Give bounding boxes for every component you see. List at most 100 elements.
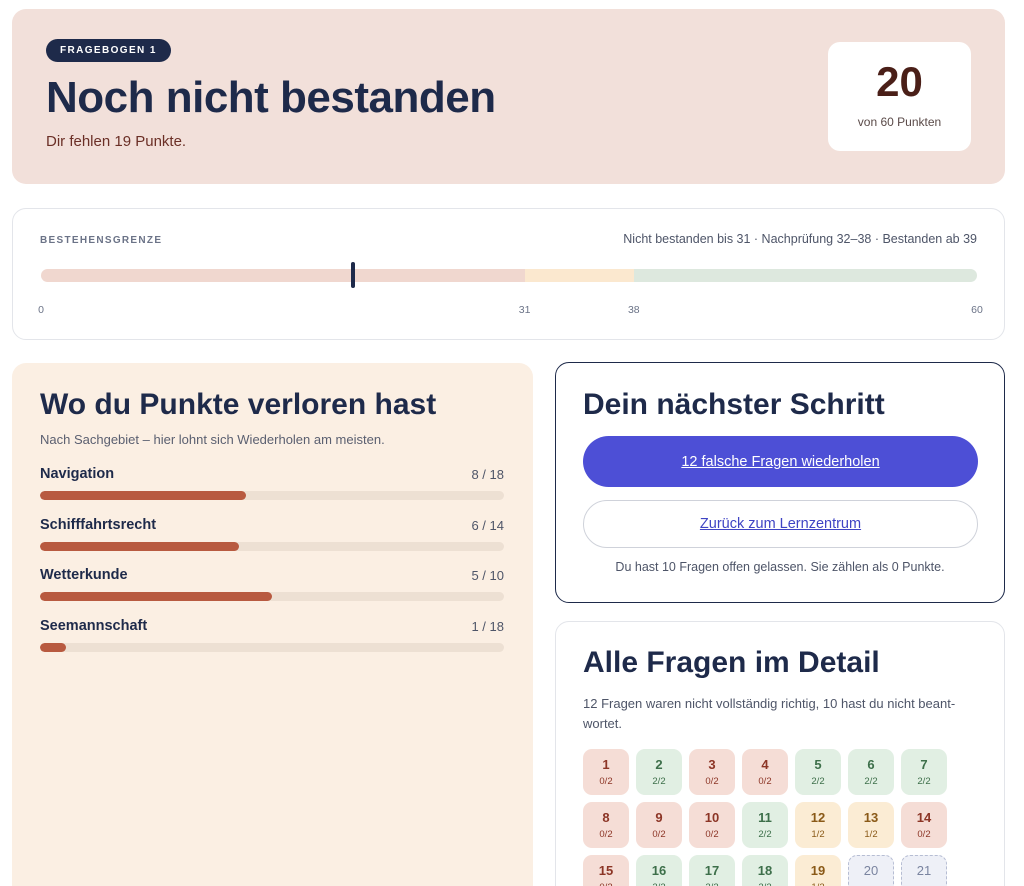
threshold-legend: Nicht bestanden bis 31 · Nachprüfung 32–…	[623, 232, 977, 246]
category-name: Wetterkunde	[40, 567, 128, 583]
question-points: 2/2	[758, 829, 772, 840]
question-number: 2	[655, 757, 663, 772]
question-number: 16	[651, 863, 667, 878]
question-points: 0/2	[599, 829, 613, 840]
category-score: 1 / 18	[471, 619, 504, 634]
threshold-bar	[41, 269, 977, 282]
question-tile[interactable]: 16 2/2	[636, 855, 682, 886]
question-tile[interactable]: 15 0/2	[583, 855, 629, 886]
score-value: 20	[876, 58, 923, 105]
question-number: 10	[704, 810, 720, 825]
question-points: 1/2	[811, 829, 825, 840]
question-detail-title: Alle Fragen im Detail	[583, 646, 880, 679]
question-number: 8	[602, 810, 610, 825]
question-number: 11	[758, 810, 772, 825]
points-lost-title: Wo du Punkte verloren hast	[40, 388, 437, 421]
category-progress-track	[40, 542, 504, 551]
question-number: 1	[602, 757, 610, 772]
question-tile[interactable]: 18 2/2	[742, 855, 788, 886]
score-marker	[351, 262, 355, 288]
question-points: 0/2	[705, 829, 719, 840]
fail-zone	[41, 269, 525, 282]
question-tile[interactable]: 13 1/2	[848, 802, 894, 848]
back-to-learning-center-button[interactable]: Zurück zum Lernzentrum	[583, 500, 978, 548]
question-tile[interactable]: 6 2/2	[848, 749, 894, 795]
question-number: 4	[761, 757, 769, 772]
question-tile[interactable]: 7 2/2	[901, 749, 947, 795]
question-points: 2/2	[689, 882, 735, 886]
score-card: 20 von 60 Punkten	[828, 42, 971, 151]
question-number: 15	[598, 863, 614, 878]
category-name: Seemannschaft	[40, 618, 148, 634]
category-row: Wetterkunde 5 / 10	[40, 567, 504, 607]
question-points: 1/2	[864, 829, 878, 840]
question-points: 0/2	[917, 829, 931, 840]
threshold-tick: 38	[627, 304, 640, 316]
question-number: 17	[704, 863, 720, 878]
question-points: 2/2	[652, 776, 666, 787]
question-number: 18	[757, 863, 773, 878]
pass-threshold-panel: BESTEHENSGRENZE Nicht bestanden bis 31 ·…	[12, 208, 1005, 340]
recheck-zone	[524, 269, 634, 282]
question-tile[interactable]: 14 0/2	[901, 802, 947, 848]
question-number: 5	[814, 757, 822, 772]
question-tile[interactable]: 11 2/2	[742, 802, 788, 848]
question-points: 0/2	[652, 829, 666, 840]
threshold-label: BESTEHENSGRENZE	[40, 235, 163, 246]
question-tile[interactable]: 19 1/2	[795, 855, 841, 886]
missing-points-text: Dir fehlen 19 Punkte.	[46, 133, 187, 150]
points-lost-panel: Wo du Punkte verloren hast Nach Sachgebi…	[12, 363, 533, 886]
question-number: 9	[655, 810, 663, 825]
question-points: 2/2	[917, 776, 931, 787]
threshold-tick: 31	[518, 304, 531, 316]
threshold-tick: 60	[971, 304, 983, 316]
question-number: 20	[863, 863, 879, 878]
repeat-wrong-questions-button[interactable]: 12 falsche Fragen wiederholen	[583, 436, 978, 487]
question-tile[interactable]: 20	[848, 855, 894, 886]
question-number: 12	[810, 810, 826, 825]
question-tile[interactable]: 4 0/2	[742, 749, 788, 795]
result-title: Noch nicht bestanden	[46, 73, 496, 122]
question-tile[interactable]: 5 2/2	[795, 749, 841, 795]
category-score: 8 / 18	[471, 467, 504, 482]
category-progress-fill	[40, 491, 247, 500]
category-progress-fill	[40, 542, 239, 551]
question-tile[interactable]: 9 0/2	[636, 802, 682, 848]
next-step-panel: Dein nächster Schritt 12 falsche Fragen …	[555, 362, 1005, 603]
question-number: 6	[867, 757, 875, 772]
question-tile[interactable]: 21	[901, 855, 947, 886]
category-name: Schifffahrtsrecht	[40, 517, 157, 533]
points-lost-subtitle: Nach Sachgebiet – hier lohnt sich Wieder…	[40, 432, 385, 447]
question-tile[interactable]: 8 0/2	[583, 802, 629, 848]
question-points: 2/2	[636, 882, 682, 886]
next-step-title: Dein nächster Schritt	[583, 388, 885, 421]
category-progress-track	[40, 491, 504, 500]
question-number: 19	[810, 863, 826, 878]
question-points: 2/2	[811, 776, 825, 787]
category-progress-track	[40, 643, 504, 652]
category-row: Seemannschaft 1 / 18	[40, 618, 504, 658]
question-tile[interactable]: 12 1/2	[795, 802, 841, 848]
question-tile[interactable]: 1 0/2	[583, 749, 629, 795]
question-points: 0/2	[758, 776, 772, 787]
question-tile[interactable]: 2 2/2	[636, 749, 682, 795]
question-number: 14	[916, 810, 932, 825]
question-tile[interactable]: 10 0/2	[689, 802, 735, 848]
question-tile[interactable]: 3 0/2	[689, 749, 735, 795]
threshold-tick: 0	[38, 304, 44, 316]
score-total-label: von 60 Punkten	[857, 115, 942, 129]
question-detail-panel: Alle Fragen im Detail 12 Fragen waren ni…	[555, 621, 1005, 886]
category-score: 6 / 14	[471, 518, 504, 533]
category-row: Navigation 8 / 18	[40, 466, 504, 506]
category-progress-track	[40, 592, 504, 601]
questionnaire-badge: FRAGEBOGEN 1	[46, 39, 171, 62]
question-tile[interactable]: 17 2/2	[689, 855, 735, 886]
unanswered-note: Du hast 10 Fragen offen gelassen. Sie zä…	[615, 560, 945, 574]
question-detail-subtitle: 12 Fragen waren nicht vollständig richti…	[583, 696, 956, 731]
category-name: Navigation	[40, 466, 115, 482]
category-row: Schifffahrtsrecht 6 / 14	[40, 517, 504, 557]
question-points: 0/2	[583, 882, 629, 886]
category-progress-fill	[40, 643, 66, 652]
question-number: 13	[863, 810, 879, 825]
question-number: 21	[916, 863, 932, 878]
